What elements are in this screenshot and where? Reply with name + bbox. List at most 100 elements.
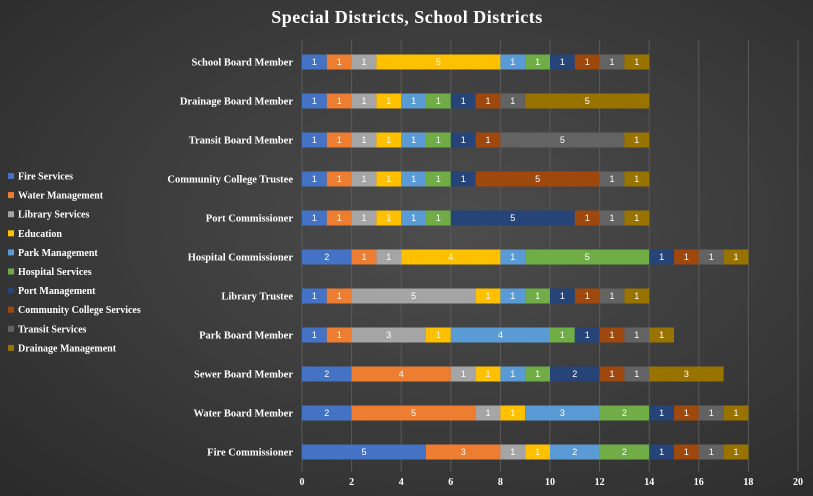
category-label: Library Trustee bbox=[221, 292, 293, 303]
data-label: 1 bbox=[361, 57, 366, 67]
bar-segment bbox=[550, 327, 575, 343]
data-label: 1 bbox=[436, 96, 441, 106]
bar-segment bbox=[624, 132, 650, 148]
bar-segment bbox=[599, 366, 625, 382]
bar-segment bbox=[302, 54, 327, 70]
data-label: 5 bbox=[411, 408, 416, 418]
bar-segment bbox=[525, 366, 550, 382]
data-label: 1 bbox=[361, 213, 366, 223]
x-axis-ticks: 0 2 4 6 8 10 12 14 16 18 20 bbox=[300, 477, 804, 488]
x-tick-label: 2 bbox=[349, 477, 354, 488]
data-label: 1 bbox=[585, 213, 590, 223]
data-label: 5 bbox=[585, 252, 590, 262]
bar-segment bbox=[599, 210, 625, 226]
bar-segment bbox=[599, 444, 650, 460]
legend-swatch bbox=[8, 325, 14, 332]
legend-label: Hospital Services bbox=[18, 267, 92, 278]
bar-segment bbox=[674, 249, 699, 265]
legend-label: Transit Services bbox=[18, 324, 87, 335]
data-label: 2 bbox=[622, 447, 627, 457]
bar-segment bbox=[450, 132, 476, 148]
bar-segment bbox=[351, 405, 476, 421]
bar-segment bbox=[475, 132, 501, 148]
bar-segment bbox=[401, 93, 426, 109]
bar-segment bbox=[550, 54, 575, 70]
bars: 1 1 1 5 1 1 1 1 1 1 1 1 1 1 1 1 1 1 1 5 1 1 1 1 1 1 1 1 5 1 1 1 1 1 1 1 1 5 1 1… bbox=[302, 54, 749, 460]
data-label: 1 bbox=[535, 57, 540, 67]
bar-segment bbox=[674, 405, 699, 421]
data-label: 1 bbox=[461, 174, 466, 184]
bar-segment bbox=[525, 249, 650, 265]
data-label: 1 bbox=[585, 57, 590, 67]
data-label: 1 bbox=[659, 447, 664, 457]
bar-segment bbox=[326, 132, 352, 148]
bar-segment bbox=[624, 327, 650, 343]
data-label: 2 bbox=[622, 408, 627, 418]
data-label: 1 bbox=[510, 291, 515, 301]
data-label: 1 bbox=[361, 96, 366, 106]
data-label: 1 bbox=[560, 291, 565, 301]
data-label: 1 bbox=[609, 291, 614, 301]
data-label: 1 bbox=[510, 447, 515, 457]
bar-segment bbox=[302, 405, 352, 421]
x-tick-label: 14 bbox=[644, 477, 654, 488]
bar-segment bbox=[698, 444, 724, 460]
x-tick-label: 18 bbox=[743, 477, 753, 488]
bar-segment bbox=[326, 93, 352, 109]
bar-segment bbox=[525, 444, 550, 460]
data-label: 1 bbox=[634, 291, 639, 301]
category-label: Transit Board Member bbox=[189, 136, 294, 147]
bar-segment bbox=[550, 366, 600, 382]
bar-segment bbox=[599, 171, 625, 187]
data-label: 1 bbox=[386, 135, 391, 145]
data-label: 2 bbox=[324, 408, 329, 418]
bar-segment bbox=[376, 54, 501, 70]
legend: Fire Services Water Management Library Ser… bbox=[8, 172, 141, 354]
bar-segment bbox=[574, 288, 600, 304]
data-label: 2 bbox=[324, 252, 329, 262]
bar-segment bbox=[674, 444, 699, 460]
bar-segment bbox=[698, 249, 724, 265]
data-label: 1 bbox=[411, 174, 416, 184]
data-label: 1 bbox=[386, 213, 391, 223]
category-label: Park Board Member bbox=[199, 331, 293, 342]
legend-label: Park Management bbox=[18, 248, 98, 259]
bar-segment bbox=[426, 171, 451, 187]
bar-segment bbox=[351, 366, 451, 382]
data-label: 2 bbox=[572, 369, 577, 379]
bar-segment bbox=[525, 93, 650, 109]
data-label: 1 bbox=[461, 369, 466, 379]
bar-segment bbox=[500, 54, 526, 70]
bar-segment bbox=[599, 54, 625, 70]
x-tick-label: 8 bbox=[498, 477, 503, 488]
category-label: Hospital Commissioner bbox=[188, 253, 294, 264]
data-label: 1 bbox=[659, 330, 664, 340]
bar-segment bbox=[500, 93, 526, 109]
bar-segment bbox=[376, 132, 402, 148]
x-tick-label: 16 bbox=[694, 477, 704, 488]
data-label: 1 bbox=[312, 330, 317, 340]
data-label: 1 bbox=[634, 174, 639, 184]
category-labels: School Board Member Drainage Board Member… bbox=[167, 58, 293, 459]
data-label: 1 bbox=[485, 135, 490, 145]
bar-segment bbox=[723, 405, 749, 421]
data-label: 4 bbox=[399, 369, 404, 379]
data-label: 5 bbox=[510, 213, 515, 223]
bar-segment bbox=[351, 249, 377, 265]
data-label: 3 bbox=[560, 408, 565, 418]
bar-segment bbox=[624, 366, 650, 382]
legend-swatch bbox=[8, 192, 14, 199]
bar-segment bbox=[302, 327, 327, 343]
bar-segment bbox=[475, 171, 600, 187]
legend-label: Drainage Management bbox=[18, 343, 117, 354]
bar-segment bbox=[450, 327, 550, 343]
bar-segment bbox=[624, 171, 650, 187]
bar-segment bbox=[649, 366, 724, 382]
bar-segment bbox=[450, 366, 476, 382]
data-label: 1 bbox=[659, 252, 664, 262]
bar-segment bbox=[649, 249, 674, 265]
data-label: 1 bbox=[535, 447, 540, 457]
bar-segment bbox=[649, 327, 674, 343]
bar-segment bbox=[401, 249, 501, 265]
